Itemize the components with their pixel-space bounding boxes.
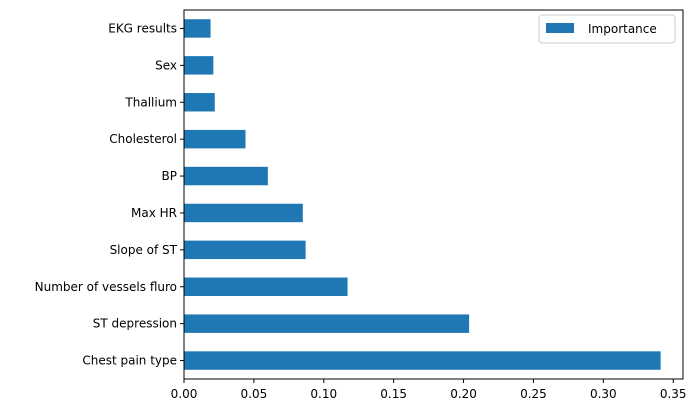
x-tick-label: 0.10 <box>310 387 337 401</box>
bar <box>184 166 268 186</box>
bar <box>184 93 215 112</box>
y-tick-label: ST depression <box>93 317 177 331</box>
bars-group <box>184 19 661 370</box>
x-tick-label: 0.20 <box>450 387 477 401</box>
x-tick-label: 0.35 <box>660 387 687 401</box>
plot-frame <box>183 9 684 380</box>
bar <box>184 314 470 333</box>
y-tick-label: Cholesterol <box>109 132 177 146</box>
x-tick-label: 0.00 <box>171 387 198 401</box>
bar <box>184 277 348 296</box>
bar <box>184 56 214 75</box>
y-tick-label: Thallium <box>124 95 177 109</box>
x-axis-ticks: 0.00 0.05 0.10 0.15 0.20 0.25 0.30 0.35 <box>171 379 687 401</box>
bar <box>184 351 661 370</box>
y-tick-label: Slope of ST <box>110 243 178 257</box>
bar <box>184 19 211 38</box>
bar <box>184 240 306 260</box>
y-tick-label: EKG results <box>108 21 177 35</box>
x-tick-label: 0.15 <box>380 387 407 401</box>
bar <box>184 129 246 149</box>
bar <box>184 203 303 223</box>
legend: Importance <box>538 14 676 44</box>
legend-label: Importance <box>588 22 657 36</box>
y-tick-label: Chest pain type <box>82 354 177 368</box>
x-tick-label: 0.30 <box>590 387 617 401</box>
x-tick-label: 0.05 <box>241 387 268 401</box>
y-tick-label: Number of vessels fluro <box>35 280 177 294</box>
y-tick-label: BP <box>162 169 177 183</box>
y-tick-label: Sex <box>155 58 177 72</box>
x-tick-label: 0.25 <box>520 387 547 401</box>
legend-box <box>538 14 676 44</box>
y-tick-label: Max HR <box>131 206 177 220</box>
legend-swatch <box>546 23 574 33</box>
y-axis-ticks: Chest pain type ST depression Number of ve… <box>35 21 184 368</box>
